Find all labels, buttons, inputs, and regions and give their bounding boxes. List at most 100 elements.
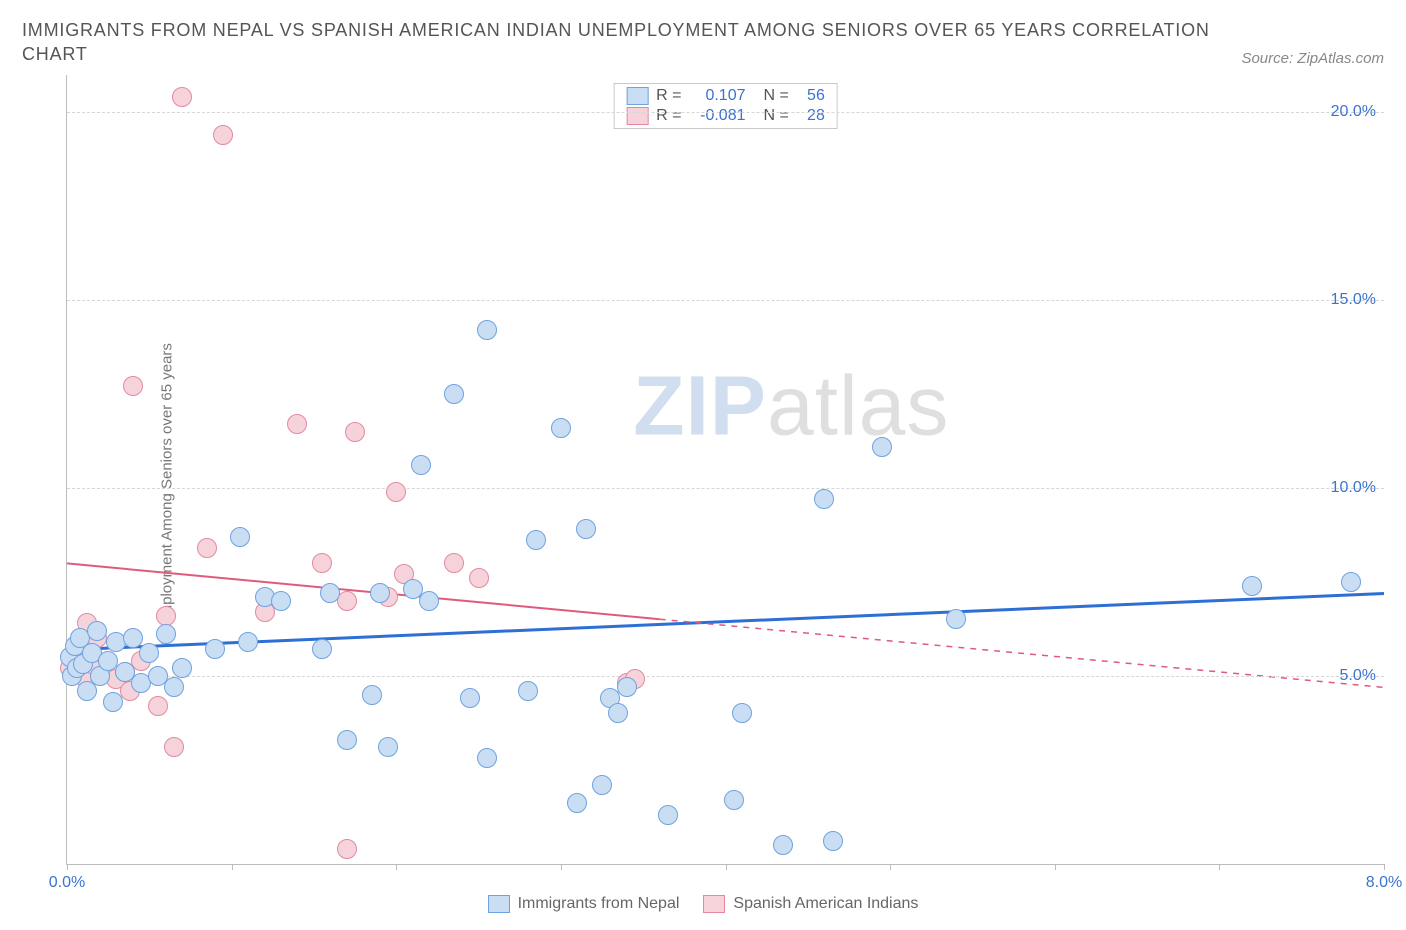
trend-line xyxy=(67,563,660,619)
data-point xyxy=(608,703,628,723)
data-point xyxy=(164,737,184,757)
source-attribution: Source: ZipAtlas.com xyxy=(1241,50,1384,67)
series-legend: Immigrants from Nepal Spanish American In… xyxy=(22,895,1384,913)
data-point xyxy=(238,632,258,652)
y-tick-label: 15.0% xyxy=(1331,291,1376,309)
chart-title: IMMIGRANTS FROM NEPAL VS SPANISH AMERICA… xyxy=(22,18,1241,67)
r-label: R = xyxy=(656,107,681,125)
data-point xyxy=(1341,572,1361,592)
trend-line-extrapolated xyxy=(660,619,1384,687)
data-point xyxy=(386,482,406,502)
data-point xyxy=(724,790,744,810)
data-point xyxy=(477,320,497,340)
data-point xyxy=(172,87,192,107)
n-value: 56 xyxy=(797,87,825,105)
grid-line xyxy=(67,300,1384,301)
data-point xyxy=(205,639,225,659)
watermark: ZIPatlas xyxy=(633,357,949,454)
data-point xyxy=(271,591,291,611)
data-point xyxy=(477,748,497,768)
data-point xyxy=(362,685,382,705)
data-point xyxy=(444,553,464,573)
data-point xyxy=(123,628,143,648)
data-point xyxy=(658,805,678,825)
stats-legend-row: R = 0.107 N = 56 xyxy=(614,86,837,106)
data-point xyxy=(592,775,612,795)
data-point xyxy=(946,609,966,629)
x-tick-mark xyxy=(232,864,233,870)
stats-legend: R = 0.107 N = 56 R = -0.081 N = 28 xyxy=(613,83,838,129)
r-label: R = xyxy=(656,87,681,105)
grid-line xyxy=(67,488,1384,489)
watermark-bold: ZIP xyxy=(633,358,767,452)
watermark-rest: atlas xyxy=(767,358,949,452)
data-point xyxy=(230,527,250,547)
data-point xyxy=(312,553,332,573)
n-label: N = xyxy=(764,87,789,105)
data-point xyxy=(526,530,546,550)
data-point xyxy=(345,422,365,442)
legend-item: Spanish American Indians xyxy=(703,895,918,913)
r-value: -0.081 xyxy=(690,107,746,125)
legend-swatch xyxy=(626,87,648,105)
data-point xyxy=(814,489,834,509)
data-point xyxy=(576,519,596,539)
plot-area: ZIPatlas R = 0.107 N = 56 R = -0.081 N = 28 5.0… xyxy=(66,75,1384,865)
data-point xyxy=(378,737,398,757)
legend-swatch xyxy=(626,107,648,125)
legend-label: Spanish American Indians xyxy=(733,895,918,913)
legend-item: Immigrants from Nepal xyxy=(488,895,680,913)
data-point xyxy=(164,677,184,697)
data-point xyxy=(337,839,357,859)
data-point xyxy=(773,835,793,855)
x-tick-mark xyxy=(890,864,891,870)
legend-label: Immigrants from Nepal xyxy=(518,895,680,913)
data-point xyxy=(872,437,892,457)
data-point xyxy=(139,643,159,663)
legend-swatch xyxy=(703,895,725,913)
data-point xyxy=(87,621,107,641)
r-value: 0.107 xyxy=(690,87,746,105)
data-point xyxy=(469,568,489,588)
stats-legend-row: R = -0.081 N = 28 xyxy=(614,106,837,126)
grid-line xyxy=(67,676,1384,677)
data-point xyxy=(617,677,637,697)
n-label: N = xyxy=(764,107,789,125)
x-tick-mark xyxy=(561,864,562,870)
data-point xyxy=(370,583,390,603)
data-point xyxy=(337,730,357,750)
data-point xyxy=(1242,576,1262,596)
data-point xyxy=(148,696,168,716)
x-tick-mark xyxy=(1384,864,1385,870)
data-point xyxy=(123,376,143,396)
x-tick-mark xyxy=(1219,864,1220,870)
chart-container: Unemployment Among Seniors over 65 years… xyxy=(22,75,1384,913)
x-tick-mark xyxy=(1055,864,1056,870)
data-point xyxy=(551,418,571,438)
data-point xyxy=(460,688,480,708)
x-tick-mark xyxy=(67,864,68,870)
x-tick-label: 0.0% xyxy=(49,874,85,892)
header: IMMIGRANTS FROM NEPAL VS SPANISH AMERICA… xyxy=(22,18,1384,67)
grid-line xyxy=(67,112,1384,113)
y-tick-label: 5.0% xyxy=(1340,667,1376,685)
data-point xyxy=(419,591,439,611)
data-point xyxy=(103,692,123,712)
x-tick-label: 8.0% xyxy=(1366,874,1402,892)
n-value: 28 xyxy=(797,107,825,125)
data-point xyxy=(213,125,233,145)
legend-swatch xyxy=(488,895,510,913)
data-point xyxy=(732,703,752,723)
data-point xyxy=(567,793,587,813)
x-tick-mark xyxy=(396,864,397,870)
data-point xyxy=(156,624,176,644)
data-point xyxy=(312,639,332,659)
x-tick-mark xyxy=(726,864,727,870)
trend-lines xyxy=(67,75,1384,864)
data-point xyxy=(518,681,538,701)
data-point xyxy=(287,414,307,434)
data-point xyxy=(823,831,843,851)
data-point xyxy=(411,455,431,475)
y-tick-label: 10.0% xyxy=(1331,479,1376,497)
data-point xyxy=(156,606,176,626)
